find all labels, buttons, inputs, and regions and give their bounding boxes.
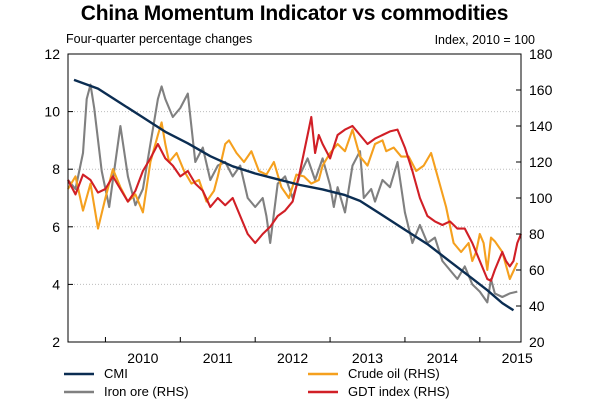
x-tick-label: 2014 <box>427 350 458 366</box>
series-lines <box>67 78 522 312</box>
right-tick-label: 180 <box>529 46 553 62</box>
x-tick-label: 2012 <box>277 350 308 366</box>
x-tick-label: 2011 <box>203 350 233 366</box>
right-tick-label: 100 <box>529 190 553 206</box>
right-tick-label: 40 <box>529 298 545 314</box>
series-line-iron-ore-rhs <box>67 83 518 304</box>
right-tick-label: 60 <box>529 262 545 278</box>
legend-label-crude-oil-rhs: Crude oil (RHS) <box>348 366 440 381</box>
x-tick-label: 2015 <box>502 350 533 366</box>
chart-title: China Momentum Indicator vs commodities <box>80 2 509 25</box>
x-tick-label: 2013 <box>352 350 383 366</box>
legend-label-cmi: CMI <box>104 366 128 381</box>
legend: CMI Crude oil (RHS) Iron ore (RHS) GDT inde… <box>64 366 450 399</box>
left-tick-label: 10 <box>44 104 60 120</box>
right-tick-label: 80 <box>529 226 545 242</box>
right-tick-label: 20 <box>529 334 545 350</box>
legend-label-gdt-index-rhs: GDT index (RHS) <box>348 384 450 399</box>
left-tick-label: 8 <box>52 161 60 177</box>
right-tick-label: 140 <box>529 118 553 134</box>
left-tick-label: 6 <box>52 219 60 235</box>
axis-ticks: 2 4 6 8 10 12 20 40 60 80 100 120 140 160 180 2010 2011 2… <box>44 46 552 366</box>
right-tick-label: 120 <box>529 154 553 170</box>
right-axis-unit: Index, 2010 = 100 <box>434 33 535 47</box>
left-tick-label: 2 <box>52 334 60 350</box>
right-tick-label: 160 <box>529 82 553 98</box>
x-tick-label: 2010 <box>127 350 158 366</box>
series-line-gdt-index-rhs <box>67 115 522 282</box>
left-tick-label: 4 <box>52 276 60 292</box>
series-line-cmi <box>73 78 515 312</box>
left-axis-unit: Four-quarter percentage changes <box>66 32 253 46</box>
left-tick-label: 12 <box>44 46 60 62</box>
legend-label-iron-ore-rhs: Iron ore (RHS) <box>104 384 189 399</box>
